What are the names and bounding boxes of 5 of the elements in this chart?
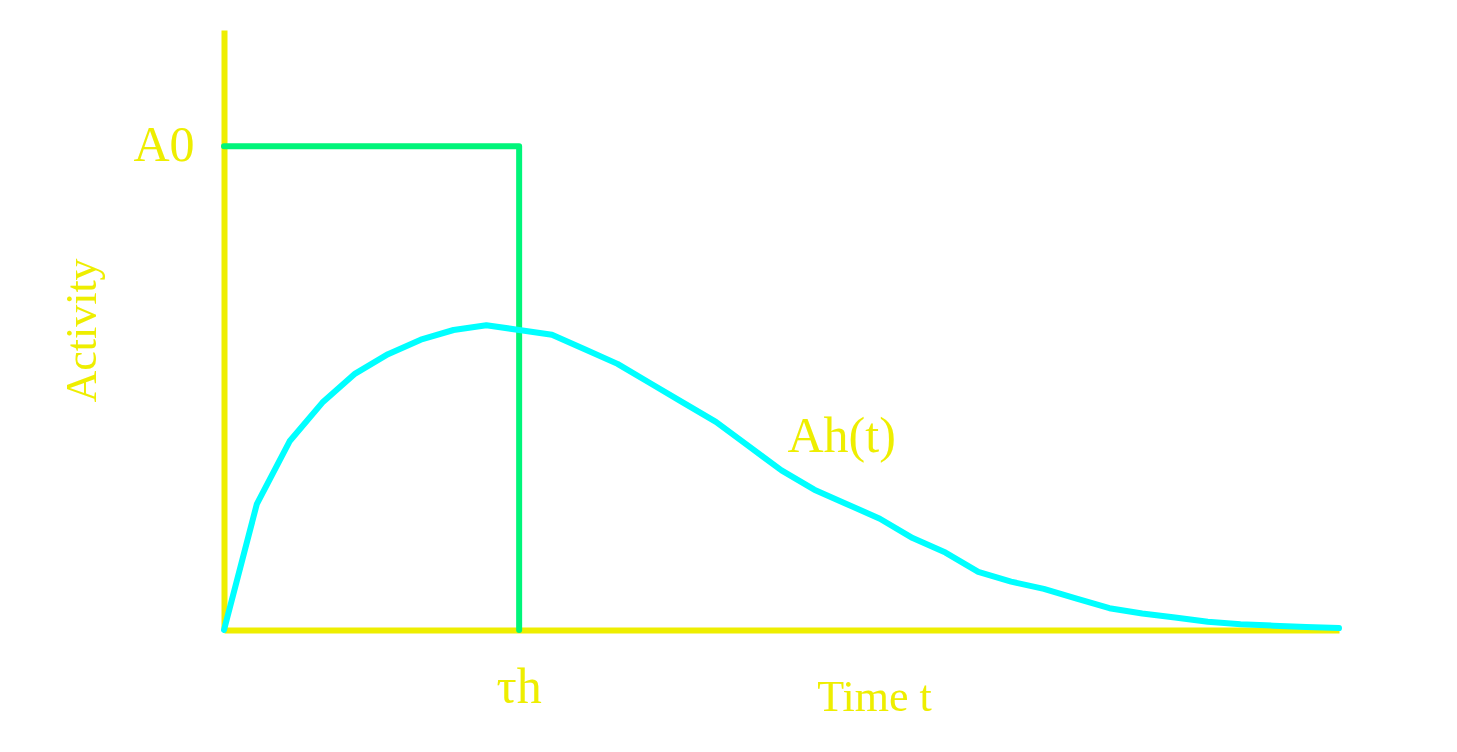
text: τh [496,658,542,714]
text: A0 [133,116,195,173]
y-axis-title: Activity [56,258,106,403]
series-label: Ah(t) [787,407,896,464]
x-axis-title: Time t [817,671,932,721]
